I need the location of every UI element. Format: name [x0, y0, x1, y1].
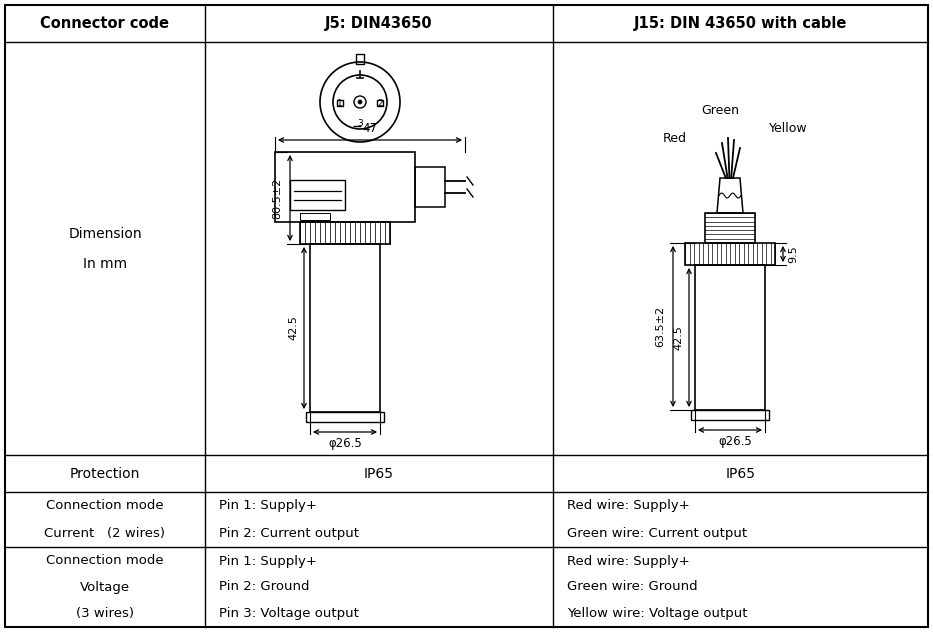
Text: 3: 3 — [357, 119, 363, 128]
Text: 1: 1 — [337, 99, 342, 107]
Text: (3 wires): (3 wires) — [76, 607, 134, 619]
Text: Pin 3: Voltage output: Pin 3: Voltage output — [219, 607, 359, 619]
Text: IP65: IP65 — [726, 466, 756, 480]
Text: J15: DIN 43650 with cable: J15: DIN 43650 with cable — [634, 16, 847, 31]
Text: Pin 1: Supply+: Pin 1: Supply+ — [219, 499, 317, 512]
Text: Pin 2: Ground: Pin 2: Ground — [219, 581, 310, 593]
Text: 80.5±2: 80.5±2 — [272, 178, 282, 219]
Text: Red wire: Supply+: Red wire: Supply+ — [567, 499, 689, 512]
Text: Connection mode: Connection mode — [47, 554, 164, 568]
Text: Pin 1: Supply+: Pin 1: Supply+ — [219, 554, 317, 568]
Text: 47: 47 — [363, 123, 378, 135]
Text: Green: Green — [701, 104, 739, 116]
Text: φ26.5: φ26.5 — [328, 437, 362, 449]
Text: 9.5: 9.5 — [788, 245, 798, 263]
Text: 42.5: 42.5 — [288, 315, 298, 341]
Text: Yellow: Yellow — [769, 121, 807, 135]
Text: Green wire: Current output: Green wire: Current output — [567, 527, 747, 540]
Text: 2: 2 — [377, 99, 383, 107]
Text: In mm: In mm — [83, 257, 127, 270]
Text: Connection mode: Connection mode — [47, 499, 164, 512]
Text: Pin 2: Current output: Pin 2: Current output — [219, 527, 359, 540]
Circle shape — [358, 100, 362, 104]
Text: Red wire: Supply+: Red wire: Supply+ — [567, 554, 689, 568]
Text: 42.5: 42.5 — [673, 325, 683, 350]
Text: Connector code: Connector code — [40, 16, 170, 31]
Text: J5: DIN43650: J5: DIN43650 — [326, 16, 433, 31]
Text: Dimension: Dimension — [68, 226, 142, 241]
Text: Voltage: Voltage — [80, 581, 130, 593]
Text: φ26.5: φ26.5 — [718, 435, 752, 447]
Text: Red: Red — [663, 131, 687, 145]
Text: Protection: Protection — [70, 466, 140, 480]
Text: IP65: IP65 — [364, 466, 394, 480]
Text: Green wire: Ground: Green wire: Ground — [567, 581, 698, 593]
Text: 63.5±2: 63.5±2 — [655, 306, 665, 347]
Text: Yellow wire: Voltage output: Yellow wire: Voltage output — [567, 607, 747, 619]
Text: Current   (2 wires): Current (2 wires) — [45, 527, 165, 540]
